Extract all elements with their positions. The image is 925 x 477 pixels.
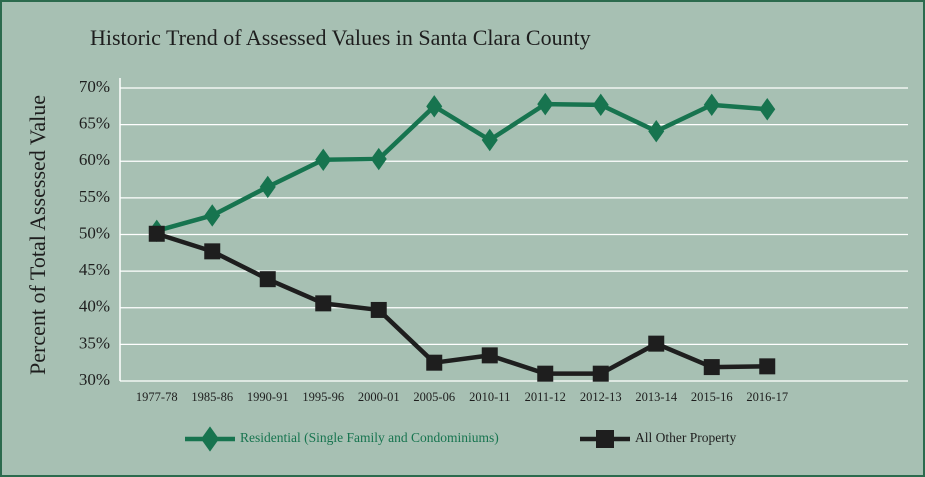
series-line (156, 231, 768, 376)
x-tick-label: 2016-17 (746, 390, 788, 404)
x-tick-label: 2005-06 (413, 390, 455, 404)
y-tick-label: 50% (79, 223, 110, 242)
y-tick-label: 45% (79, 260, 110, 279)
x-tick-label: 2000-01 (358, 390, 400, 404)
marker (370, 147, 387, 171)
marker (537, 365, 554, 382)
x-tick-label: 2015-16 (691, 390, 733, 404)
x-tick-label: 1995-96 (302, 390, 344, 404)
legend-label: All Other Property (635, 430, 736, 445)
x-tick-label: 2010-11 (469, 390, 510, 404)
marker (259, 175, 276, 199)
y-tick-label: 40% (79, 297, 110, 316)
y-tick-label: 65% (79, 114, 110, 133)
y-axis-label: Percent of Total Assessed Value (25, 95, 50, 375)
x-tick-label: 2011-12 (525, 390, 566, 404)
marker (370, 301, 387, 318)
marker (759, 358, 776, 375)
marker (596, 430, 614, 448)
y-tick-label: 60% (79, 150, 110, 169)
x-tick-label: 1977-78 (136, 390, 178, 404)
marker (315, 148, 332, 171)
series-line (156, 101, 768, 234)
marker (259, 271, 276, 288)
marker (426, 95, 443, 118)
marker (204, 204, 221, 227)
marker (481, 347, 498, 364)
marker (592, 93, 609, 117)
y-tick-label: 30% (79, 370, 110, 389)
x-tick-label: 2012-13 (580, 390, 622, 404)
legend-label: Residential (Single Family and Condomini… (240, 430, 499, 445)
y-tick-label: 35% (79, 333, 110, 352)
marker (426, 354, 443, 371)
marker (204, 243, 221, 260)
marker (648, 335, 665, 352)
marker (201, 426, 219, 452)
marker (703, 359, 720, 376)
marker (481, 128, 498, 152)
y-tick-label: 70% (79, 77, 110, 96)
x-tick-label: 1985-86 (191, 390, 233, 404)
marker (537, 92, 554, 116)
y-tick-label: 55% (79, 187, 110, 206)
marker (703, 93, 720, 117)
marker (148, 225, 165, 242)
marker (648, 120, 665, 143)
chart-title: Historic Trend of Assessed Values in San… (90, 25, 591, 50)
marker (592, 365, 609, 382)
x-tick-label: 2013-14 (635, 390, 677, 404)
x-tick-label: 1990-91 (247, 390, 289, 404)
marker (315, 295, 332, 312)
marker (759, 98, 776, 121)
